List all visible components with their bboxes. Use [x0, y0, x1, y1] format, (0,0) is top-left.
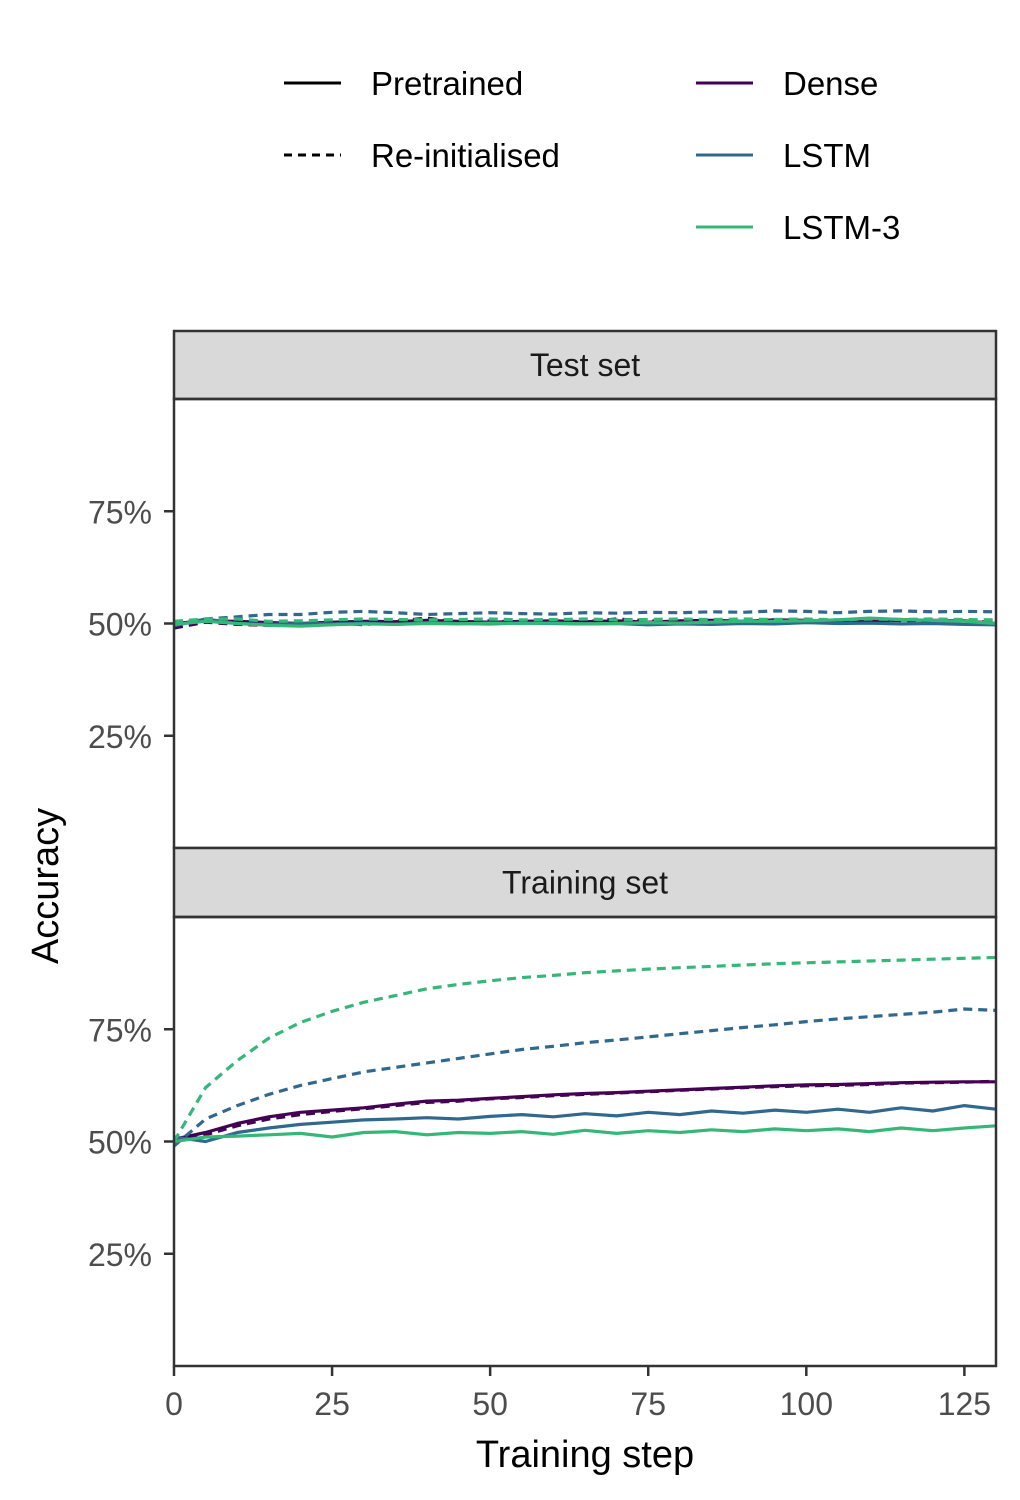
x-tick-label: 0 [165, 1386, 183, 1422]
strip-title-test-set: Test set [530, 347, 640, 383]
legend-label-lstm: LSTM [783, 137, 871, 174]
x-tick-label: 75 [630, 1386, 666, 1422]
series-lstm-pretrained [174, 1103, 996, 1144]
y-tick-label: 50% [88, 1125, 152, 1161]
panel-border [172, 915, 998, 1368]
series-lstm-re-initialised [174, 609, 996, 626]
panels: Test set 25% 50% 75% Training set 25% 50% 75% [88, 329, 998, 1368]
series-lstm-3-re-initialised [174, 955, 996, 1143]
y-tick-label: 75% [88, 494, 152, 530]
x-axis: 0 25 50 75 100 125 [165, 1366, 991, 1422]
legend: Pretrained Re-initialised Dense LSTM LSTM-3 [284, 65, 900, 246]
panel-test-set: Test set 25% 50% 75% [88, 329, 998, 850]
x-tick-label: 50 [472, 1386, 508, 1422]
x-axis-label: Training step [476, 1434, 694, 1476]
series-group [174, 609, 996, 630]
series-group [174, 955, 996, 1148]
series-dense-re-initialised [174, 1079, 996, 1144]
x-tick-label: 25 [314, 1386, 350, 1422]
strip-title-training-set: Training set [502, 865, 668, 901]
y-tick-label: 25% [88, 1237, 152, 1273]
legend-label-re-initialised: Re-initialised [371, 137, 560, 174]
legend-label-lstm-3: LSTM-3 [783, 209, 900, 246]
y-tick-label: 75% [88, 1012, 152, 1048]
x-tick-label: 100 [780, 1386, 833, 1422]
x-tick-label: 125 [938, 1386, 991, 1422]
y-axis-label: Accuracy [25, 808, 67, 964]
series-lstm-3-pretrained [174, 1124, 996, 1144]
legend-label-dense: Dense [783, 65, 878, 102]
y-tick-label: 50% [88, 607, 152, 643]
series-lstm-3-re-initialised [174, 617, 996, 623]
series-dense-pretrained [174, 1080, 996, 1141]
y-tick-label: 25% [88, 719, 152, 755]
legend-label-pretrained: Pretrained [371, 65, 523, 102]
strip-test-set [172, 329, 998, 401]
series-lstm-re-initialised [174, 1007, 996, 1148]
series-lstm-3-pretrained [174, 616, 996, 628]
strip-training-set [172, 846, 998, 919]
panel-training-set: Training set 25% 50% 75% [88, 846, 998, 1368]
